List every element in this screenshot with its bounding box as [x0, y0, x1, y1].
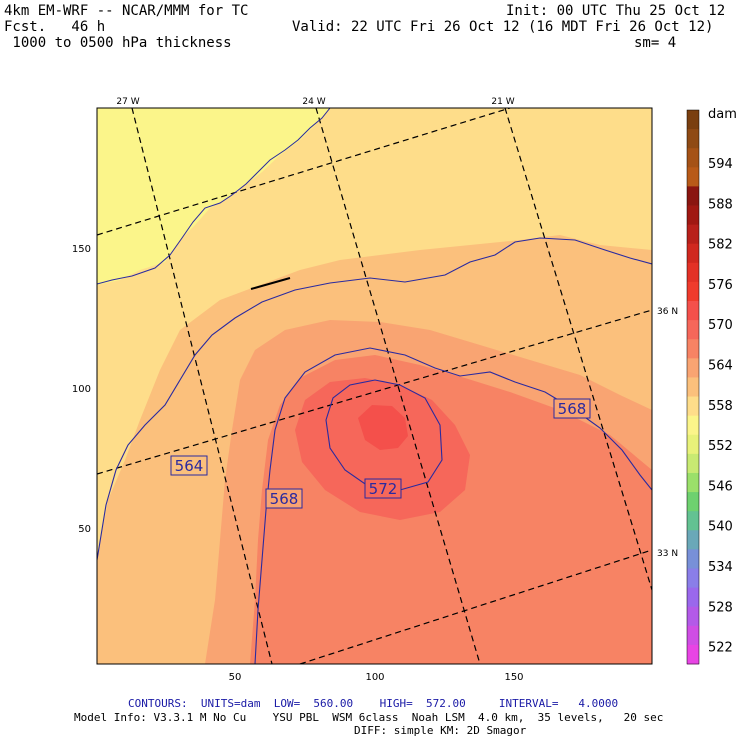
colorbar-swatch: [687, 625, 699, 646]
colorbar-swatch: [687, 434, 699, 455]
colorbar-swatch: [687, 492, 699, 512]
lon-label-21w: 21 W: [491, 97, 514, 107]
colorbar-swatch: [687, 606, 699, 627]
colorbar: [686, 109, 700, 665]
y-tick-50: 50: [78, 524, 91, 535]
colorbar-swatch: [687, 511, 699, 531]
contours-info: CONTOURS: UNITS=dam LOW= 560.00 HIGH= 57…: [128, 697, 619, 710]
colorbar-label: 588: [708, 197, 733, 212]
lon-label-24w: 24 W: [302, 97, 325, 107]
lat-label-33n: 33 N: [657, 549, 678, 559]
colorbar-label: 570: [708, 318, 733, 333]
colorbar-swatch: [687, 453, 699, 474]
colorbar-unit: dam: [708, 107, 737, 122]
plot-frame: [96, 107, 653, 665]
init-time: Init: 00 UTC Thu 25 Oct 12: [506, 3, 726, 19]
y-tick-100: 100: [72, 384, 91, 395]
colorbar-swatch: [687, 339, 699, 359]
diff-info: DIFF: simple KM: 2D Smagor: [354, 724, 527, 737]
colorbar-swatch: [687, 243, 699, 264]
forecast-hour: Fcst. 46 h: [4, 19, 106, 35]
y-axis-ticks: 150 100 50: [72, 244, 91, 535]
station-marker: [250, 277, 291, 290]
colorbar-swatch: [687, 568, 699, 588]
colorbar-label: 564: [708, 359, 733, 374]
contour-564: [97, 237, 652, 561]
contour-label-568-right: 568: [553, 398, 591, 419]
contour-572: [325, 379, 443, 491]
contour-label-564: 564: [170, 455, 208, 476]
contour-label-564-text: 564: [175, 457, 204, 475]
colorbar-swatch: [687, 129, 699, 149]
lon-label-27w: 27 W: [116, 97, 139, 107]
colorbar-swatch: [687, 396, 699, 417]
parallel-33n: [299, 549, 652, 664]
land-region: [97, 108, 330, 285]
fill-572: [358, 405, 408, 450]
contour-label-568-left: 568: [265, 488, 303, 509]
x-tick-100: 100: [365, 672, 384, 683]
colorbar-swatch: [687, 205, 699, 226]
colorbar-swatch: [687, 358, 699, 378]
parallel-36n: [97, 309, 652, 475]
colorbar-label: 522: [708, 641, 733, 656]
colorbar-label: 534: [708, 560, 733, 575]
meridian-24w: [315, 108, 481, 664]
colorbar-swatch: [687, 644, 699, 665]
colorbar-swatch: [687, 472, 699, 493]
colorbar-swatch: [687, 186, 699, 206]
colorbar-swatch: [687, 549, 699, 569]
parallel-upper: [97, 108, 511, 236]
colorbar-swatch: [687, 262, 699, 283]
colorbar-swatch: [687, 377, 699, 397]
meridian-27w: [131, 108, 273, 664]
colorbar-label: 546: [708, 479, 733, 494]
contour-label-568-left-text: 568: [270, 490, 299, 508]
coastline: [97, 108, 331, 285]
colorbar-swatch: [687, 587, 699, 608]
colorbar-swatch: [687, 320, 699, 340]
graticule: [97, 108, 652, 664]
field-name: 1000 to 0500 hPa thickness: [4, 35, 232, 51]
colorbar-label: 528: [708, 600, 733, 615]
model-info: Model Info: V3.3.1 M No Cu YSU PBL WSM 6…: [74, 711, 664, 724]
colorbar-label: 558: [708, 399, 733, 414]
colorbar-swatch: [687, 415, 699, 436]
colorbar-swatch: [687, 224, 699, 245]
x-tick-150: 150: [504, 672, 523, 683]
colorbar-swatch: [687, 530, 699, 550]
model-title: 4km EM-WRF -- NCAR/MMM for TC: [4, 3, 249, 19]
colorbar-label: 582: [708, 238, 733, 253]
contour-label-572: 572: [364, 478, 402, 499]
y-tick-150: 150: [72, 244, 91, 255]
colorbar-label: 576: [708, 278, 733, 293]
meridian-21w: [504, 108, 652, 591]
contour-label-572-text: 572: [369, 480, 398, 498]
valid-time: Valid: 22 UTC Fri 26 Oct 12 (16 MDT Fri …: [292, 19, 714, 35]
filled-thickness-field: [97, 108, 652, 664]
smoothing-label: sm= 4: [634, 35, 677, 51]
colorbar-labels: 594 588 582 576 570 564 558 552 546 540 534 528 522: [708, 157, 733, 656]
x-tick-50: 50: [229, 672, 242, 683]
colorbar-label: 552: [708, 439, 733, 454]
contour-label-568-right-text: 568: [558, 400, 587, 418]
colorbar-swatch: [687, 281, 699, 302]
x-axis-ticks: 50 100 150: [229, 672, 524, 683]
colorbar-label: 594: [708, 157, 733, 172]
colorbar-label: 540: [708, 520, 733, 535]
colorbar-frame: [686, 109, 700, 665]
colorbar-swatch: [687, 110, 699, 130]
colorbar-swatch: [687, 301, 699, 321]
lat-label-36n: 36 N: [657, 307, 678, 317]
colorbar-swatch: [687, 148, 699, 168]
colorbar-swatch: [687, 167, 699, 187]
